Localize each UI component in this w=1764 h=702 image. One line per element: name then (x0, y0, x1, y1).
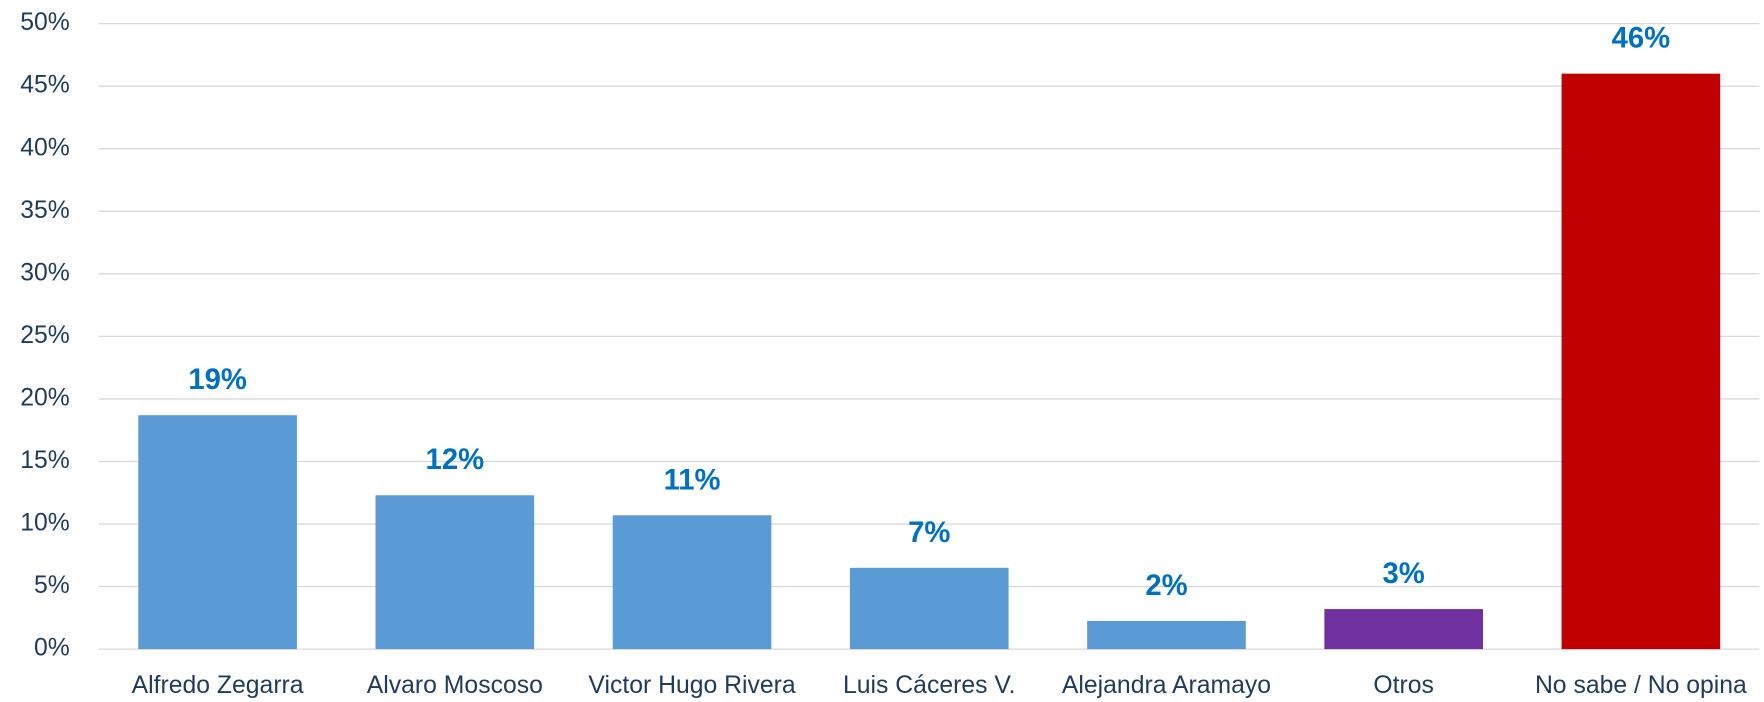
bar (849, 567, 1009, 650)
x-tick-label: No sabe / No opina (1535, 672, 1747, 699)
value-label: 3% (1383, 558, 1425, 590)
x-tick-label: Alvaro Moscoso (367, 672, 543, 699)
y-tick-label: 10% (20, 510, 70, 537)
value-label: 7% (908, 517, 950, 549)
y-tick-label: 25% (20, 322, 70, 349)
bar (1087, 620, 1246, 650)
value-label: 2% (1145, 570, 1187, 602)
bar (138, 415, 297, 650)
x-tick-label: Luis Cáceres V. (843, 672, 1015, 699)
y-tick-label: 15% (20, 447, 70, 474)
value-label: 46% (1612, 23, 1671, 55)
x-tick-label: Victor Hugo Rivera (588, 672, 795, 699)
y-tick-label: 35% (20, 197, 70, 224)
y-tick-label: 50% (20, 9, 70, 36)
value-label: 12% (426, 444, 485, 476)
y-tick-label: 30% (20, 259, 70, 286)
y-tick-label: 45% (20, 72, 70, 99)
value-label: 19% (188, 364, 247, 396)
bar (375, 495, 535, 650)
y-tick-label: 20% (20, 384, 70, 411)
y-tick-label: 5% (34, 572, 70, 599)
y-tick-label: 40% (20, 134, 70, 161)
x-tick-label: Otros (1373, 672, 1434, 699)
bar (1561, 73, 1721, 650)
value-label: 11% (664, 464, 721, 496)
x-tick-label: Alejandra Aramayo (1062, 672, 1271, 699)
bar (1324, 609, 1483, 650)
x-tick-label: Alfredo Zegarra (132, 672, 304, 699)
y-tick-label: 0% (34, 635, 70, 662)
bar (612, 515, 772, 650)
